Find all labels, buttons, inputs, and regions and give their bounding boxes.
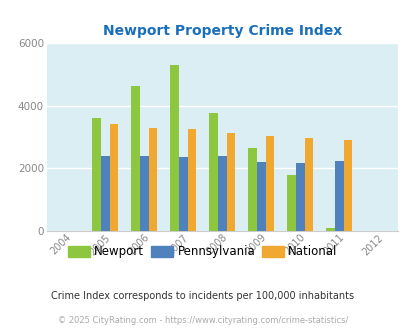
Bar: [170, 65, 179, 231]
Bar: [148, 128, 157, 231]
Bar: [140, 156, 148, 231]
Bar: [295, 163, 304, 231]
Bar: [187, 129, 196, 231]
Bar: [265, 136, 273, 231]
Bar: [256, 162, 265, 231]
Bar: [334, 161, 343, 231]
Text: © 2025 CityRating.com - https://www.cityrating.com/crime-statistics/: © 2025 CityRating.com - https://www.city…: [58, 316, 347, 325]
Bar: [287, 175, 295, 231]
Bar: [92, 118, 101, 231]
Bar: [131, 86, 140, 231]
Bar: [343, 140, 352, 231]
Bar: [217, 156, 226, 231]
Bar: [179, 157, 187, 231]
Bar: [109, 124, 118, 231]
Bar: [226, 133, 234, 231]
Bar: [326, 228, 334, 231]
Bar: [304, 138, 312, 231]
Bar: [248, 148, 256, 231]
Legend: Newport, Pennsylvania, National: Newport, Pennsylvania, National: [64, 241, 341, 263]
Title: Newport Property Crime Index: Newport Property Crime Index: [102, 23, 341, 38]
Bar: [209, 114, 217, 231]
Text: Crime Index corresponds to incidents per 100,000 inhabitants: Crime Index corresponds to incidents per…: [51, 291, 354, 301]
Bar: [101, 156, 109, 231]
